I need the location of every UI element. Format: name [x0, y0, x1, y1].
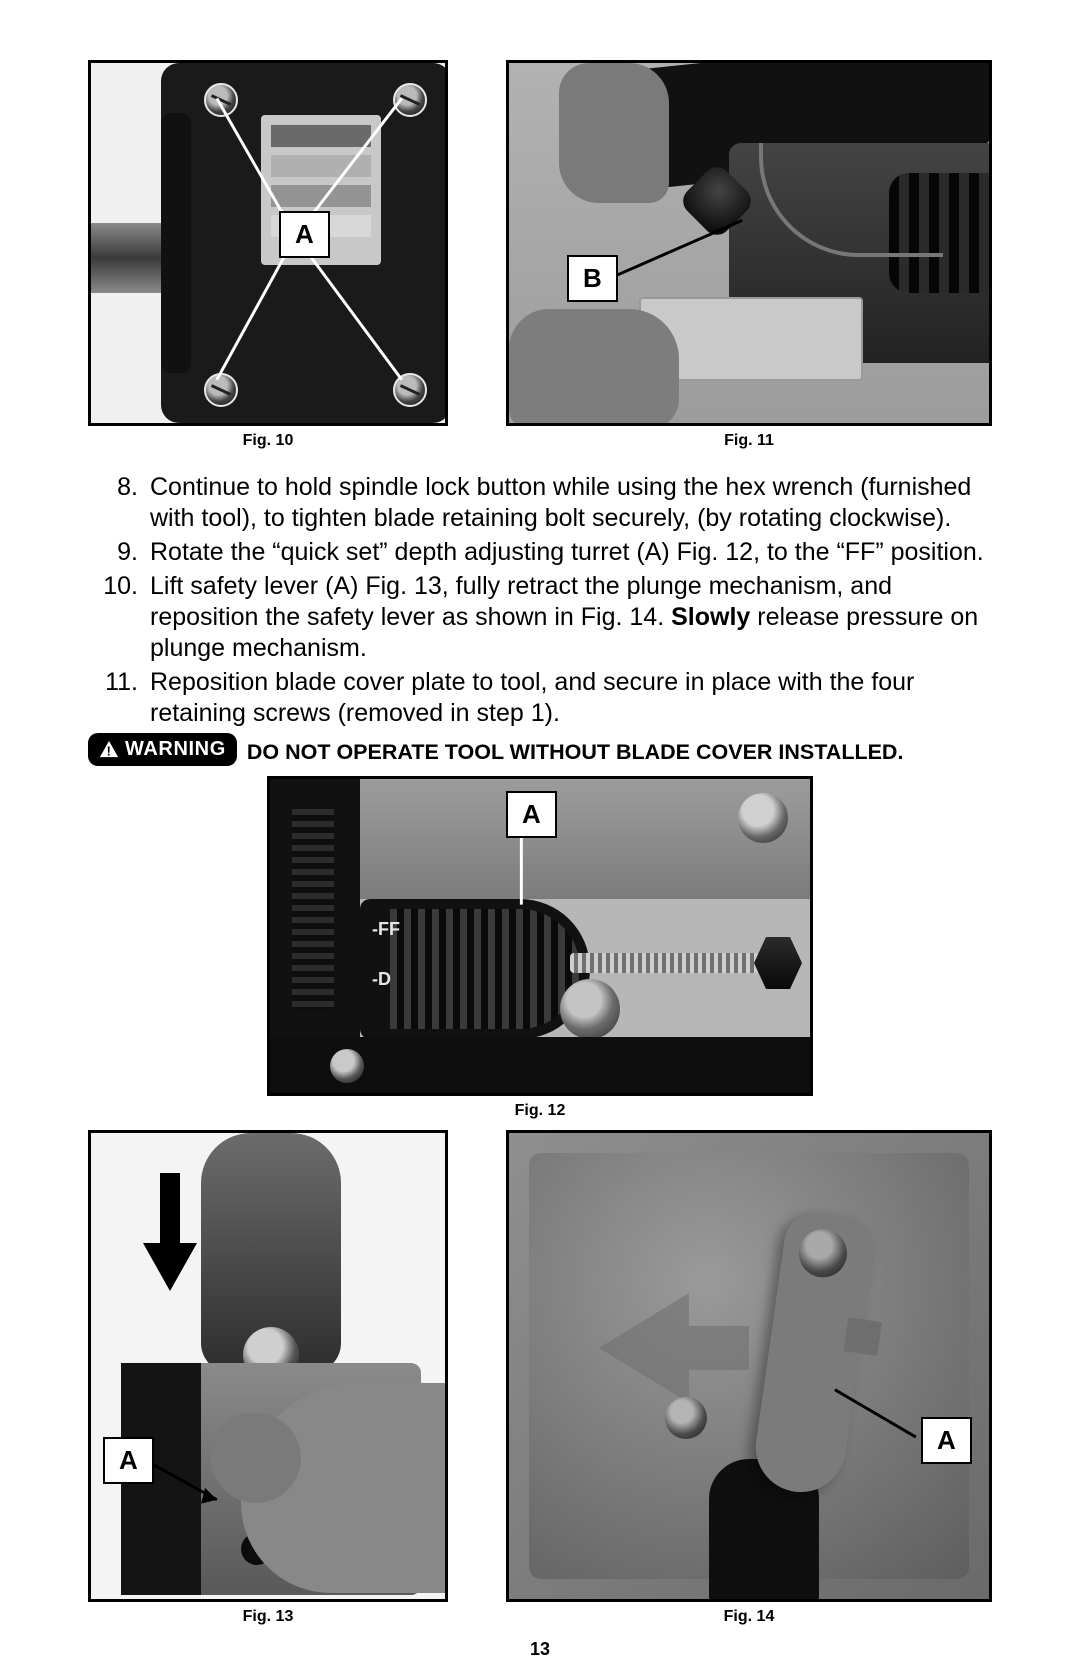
figure-14-leaders — [509, 1133, 989, 1599]
step-9: 9. Rotate the “quick set” depth adjustin… — [88, 537, 992, 568]
manual-page: { "figures": { "fig10": { "caption": "Fi… — [0, 0, 1080, 1672]
warning-line: ! WARNING DO NOT OPERATE TOOL WITHOUT BL… — [88, 733, 992, 766]
step-number: 9. — [88, 537, 150, 568]
figure-row-top: A Fig. 10 B Fig. 11 — [88, 60, 992, 450]
figure-10-leaders — [91, 63, 445, 423]
figure-row-bottom: A Fig. 13 A Fig. 14 — [88, 1130, 992, 1626]
figure-12: -FF -D A — [267, 776, 813, 1096]
svg-text:!: ! — [107, 743, 112, 758]
steps-list: 8. Continue to hold spindle lock button … — [88, 472, 992, 729]
warning-icon: ! — [99, 741, 119, 759]
step-number: 10. — [88, 571, 150, 664]
figure-11-caption: Fig. 11 — [724, 432, 774, 450]
warning-text: DO NOT OPERATE TOOL WITHOUT BLADE COVER … — [247, 740, 904, 765]
callout-a: A — [103, 1437, 154, 1484]
step-11: 11. Reposition blade cover plate to tool… — [88, 667, 992, 729]
step-text-bold: Slowly — [671, 603, 750, 631]
callout-b: B — [567, 255, 618, 302]
step-text: Lift safety lever (A) Fig. 13, fully ret… — [150, 571, 992, 664]
step-number: 11. — [88, 667, 150, 729]
figure-14: A — [506, 1130, 992, 1602]
instructions: 8. Continue to hold spindle lock button … — [88, 472, 992, 729]
figure-11: B — [506, 60, 992, 426]
figure-14-caption: Fig. 14 — [724, 1608, 775, 1626]
figure-13: A — [88, 1130, 448, 1602]
figure-13-column: A Fig. 13 — [88, 1130, 448, 1626]
callout-a: A — [506, 791, 557, 838]
figure-13-leaders — [91, 1133, 445, 1599]
figure-11-leaders — [509, 63, 989, 423]
step-number: 8. — [88, 472, 150, 534]
page-number: 13 — [0, 1639, 1080, 1660]
figure-10-caption: Fig. 10 — [243, 432, 294, 450]
step-8: 8. Continue to hold spindle lock button … — [88, 472, 992, 534]
warning-badge: ! WARNING — [88, 733, 237, 766]
figure-12-wrap: -FF -D A Fig. 12 — [88, 776, 992, 1120]
figure-10-column: A Fig. 10 — [88, 60, 448, 450]
step-text: Rotate the “quick set” depth adjusting t… — [150, 537, 992, 568]
figure-12-caption: Fig. 12 — [88, 1102, 992, 1120]
figure-13-caption: Fig. 13 — [243, 1608, 294, 1626]
warning-badge-text: WARNING — [125, 738, 226, 761]
figure-14-column: A Fig. 14 — [506, 1130, 992, 1626]
step-text: Reposition blade cover plate to tool, an… — [150, 667, 992, 729]
figure-11-column: B Fig. 11 — [506, 60, 992, 450]
step-10: 10. Lift safety lever (A) Fig. 13, fully… — [88, 571, 992, 664]
figure-10: A — [88, 60, 448, 426]
step-text: Continue to hold spindle lock button whi… — [150, 472, 992, 534]
callout-a: A — [921, 1417, 972, 1464]
callout-a: A — [279, 211, 330, 258]
